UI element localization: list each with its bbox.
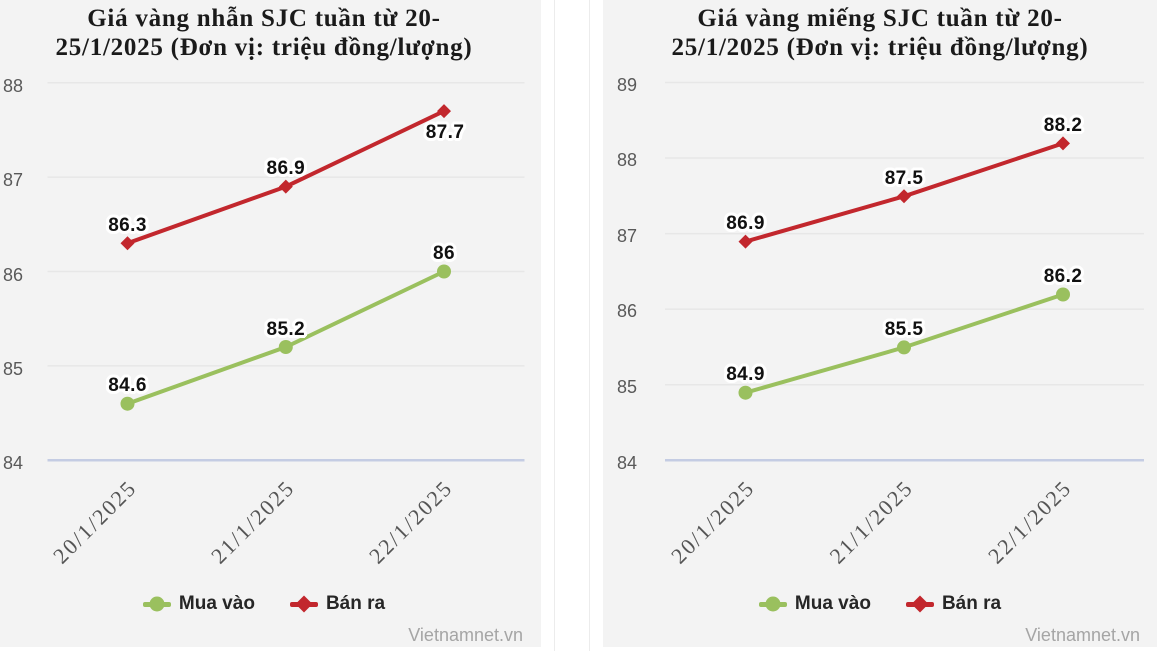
svg-text:20/1/2025: 20/1/2025 — [666, 475, 760, 569]
svg-text:22/1/2025: 22/1/2025 — [983, 475, 1077, 569]
svg-text:21/1/2025: 21/1/2025 — [825, 475, 919, 569]
svg-text:21/1/2025: 21/1/2025 — [206, 475, 300, 569]
svg-text:20/1/2025: 20/1/2025 — [48, 475, 142, 569]
svg-text:22/1/2025: 22/1/2025 — [364, 475, 458, 569]
